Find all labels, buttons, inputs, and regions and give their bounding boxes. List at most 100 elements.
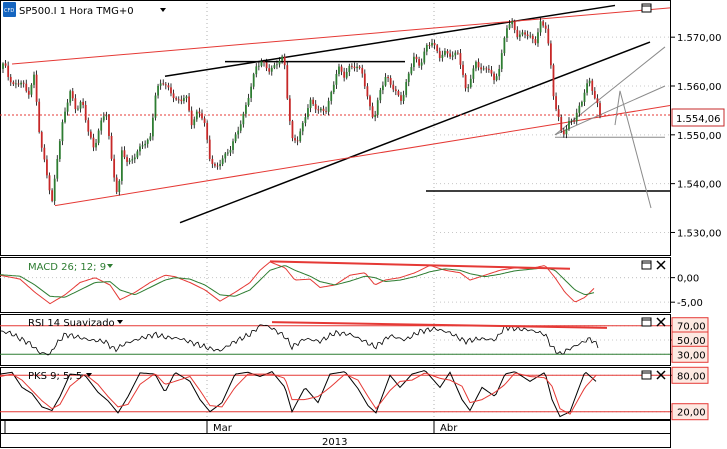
candle-body — [588, 80, 591, 84]
candle-body — [95, 142, 97, 148]
candle-body — [407, 73, 410, 83]
candle-body — [177, 99, 180, 101]
candle-body — [335, 74, 338, 85]
candle-body — [371, 106, 374, 118]
candle-body — [513, 21, 516, 30]
macd-close-icon[interactable] — [656, 260, 666, 270]
trendline — [614, 90, 621, 126]
caret-down-icon[interactable] — [86, 373, 92, 377]
candle-body — [433, 42, 436, 46]
pks-panel — [0, 367, 671, 420]
rsi-maximize-icon[interactable] — [641, 317, 652, 327]
candle-body — [84, 104, 87, 121]
candle-body — [394, 89, 397, 92]
candle-body — [586, 83, 588, 93]
candle-body — [162, 83, 165, 85]
trendline — [554, 85, 666, 136]
candle-body — [418, 59, 420, 66]
candle-body — [506, 28, 508, 38]
candle-body — [469, 78, 472, 88]
candle-body — [319, 108, 322, 111]
candle-body — [397, 91, 400, 96]
indicator-lines — [0, 260, 608, 418]
x-year-label: 2013 — [322, 437, 347, 448]
candle-body — [219, 164, 221, 167]
candle-body — [578, 105, 581, 113]
candle-body — [477, 61, 480, 68]
price-maximize-icon[interactable] — [641, 3, 652, 13]
candle-body — [444, 50, 446, 55]
macd-maximize-icon[interactable] — [641, 260, 652, 270]
candle-body — [485, 68, 488, 70]
candle-body — [358, 66, 361, 68]
candle-body — [232, 141, 234, 151]
candle-body — [278, 60, 281, 65]
candle-body — [170, 87, 172, 94]
caret-down-icon[interactable] — [160, 8, 166, 12]
candle-body — [539, 21, 542, 33]
x-tick-label: Mar — [213, 423, 233, 434]
caret-down-icon[interactable] — [117, 320, 123, 324]
candle-body — [175, 98, 178, 100]
candle-body — [100, 120, 103, 131]
candle-body — [343, 71, 346, 78]
rsi-close-icon[interactable] — [656, 317, 666, 327]
candle-body — [531, 35, 534, 40]
candle-body — [456, 52, 459, 54]
candle-body — [102, 116, 105, 121]
candle-body — [242, 113, 245, 125]
candle-body — [363, 73, 366, 87]
candle-body — [115, 177, 118, 192]
pks-title[interactable]: PKS 9; 5; 5 — [28, 371, 92, 382]
trendline — [619, 90, 652, 209]
candle-body — [291, 121, 294, 139]
series-line — [0, 372, 597, 415]
instrument-title: SP500.I 1 Hora TMG+0 — [19, 6, 134, 17]
candle-body — [330, 92, 333, 101]
rsi-title-text: RSI 14 Suavizado — [28, 318, 115, 329]
candle-body — [581, 101, 583, 106]
indicator-trendline — [269, 260, 571, 270]
candle-body — [413, 56, 415, 68]
candle-body — [524, 32, 526, 35]
candle-body — [180, 99, 183, 102]
candle-body — [40, 132, 43, 148]
caret-down-icon[interactable] — [107, 264, 113, 268]
candle-body — [226, 152, 229, 154]
candle-body — [123, 150, 126, 158]
candle-body — [495, 76, 498, 81]
candle-body — [255, 66, 258, 75]
pks-close-icon[interactable] — [656, 370, 666, 380]
candle-body — [128, 160, 131, 162]
candle-body — [518, 34, 521, 37]
candle-body — [234, 134, 237, 142]
indicator-trendline — [271, 321, 608, 329]
candle-body — [361, 67, 364, 74]
candle-body — [526, 34, 529, 37]
candle-body — [459, 53, 462, 65]
candle-body — [77, 108, 79, 110]
candle-body — [299, 131, 302, 142]
candle-body — [48, 175, 51, 191]
candle-body — [555, 96, 557, 110]
y-tick-label: 30,00 — [677, 350, 706, 361]
candle-body — [288, 98, 291, 122]
macd-title[interactable]: MACD 26; 12; 9 — [28, 262, 113, 273]
instrument-selector[interactable]: CFD SP500.I 1 Hora TMG+0 — [3, 2, 166, 17]
candle-body — [350, 65, 353, 67]
candle-body — [239, 124, 242, 131]
candle-body — [33, 74, 35, 85]
candle-body — [185, 96, 188, 99]
candle-body — [283, 56, 286, 66]
candle-body — [221, 158, 224, 165]
trendline — [11, 7, 671, 65]
candle-body — [482, 68, 485, 70]
candle-body — [338, 66, 340, 75]
candle-body — [599, 103, 601, 116]
rsi-title[interactable]: RSI 14 Suavizado — [28, 318, 123, 329]
candle-body — [149, 136, 152, 140]
candle-body — [441, 54, 444, 58]
pks-maximize-icon[interactable] — [641, 370, 652, 380]
y-tick-label: -5,00 — [677, 298, 703, 309]
